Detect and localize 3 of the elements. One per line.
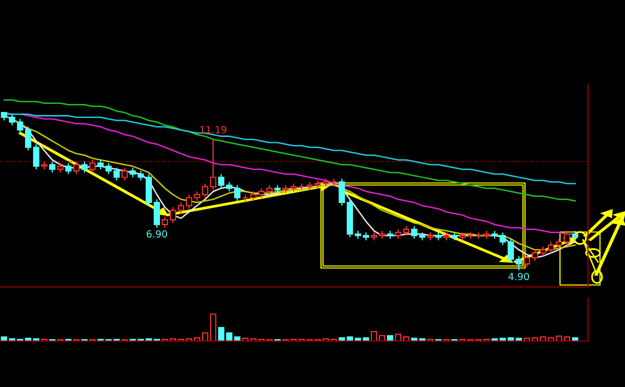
annotation: 11.19 xyxy=(200,126,226,134)
annotation: 4.90 xyxy=(508,272,529,280)
annotation: 6.90 xyxy=(146,230,168,238)
